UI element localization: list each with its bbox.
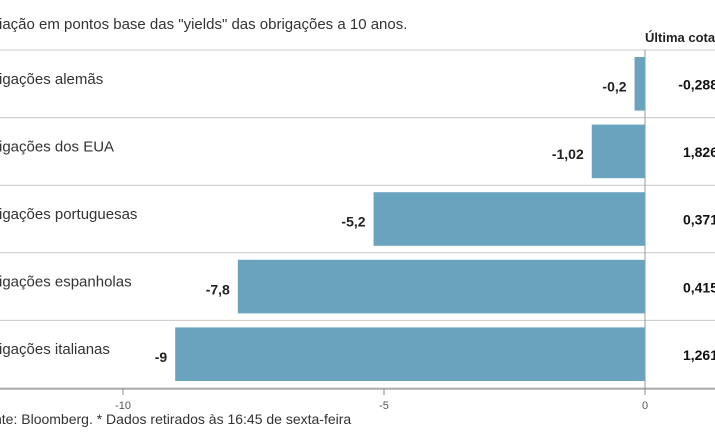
quote-value: 1,826 bbox=[683, 144, 715, 160]
x-tick-label: -5 bbox=[379, 400, 389, 412]
bar-1 bbox=[591, 124, 645, 179]
category-label: rigações portuguesas bbox=[0, 206, 137, 223]
quote-value: -0,288 bbox=[678, 77, 715, 93]
data-label: -1,02 bbox=[552, 146, 584, 162]
data-label: -7,8 bbox=[206, 281, 230, 297]
category-label: rigações alemãs bbox=[0, 71, 103, 88]
quote-value: 0,415 bbox=[683, 279, 715, 295]
quote-column-header: Última cotaç bbox=[645, 30, 715, 45]
chart-subtitle: riação em pontos base das "yields" das o… bbox=[0, 16, 408, 33]
data-label: -5,2 bbox=[341, 214, 365, 230]
data-label: -9 bbox=[155, 349, 168, 365]
bar-2 bbox=[373, 192, 645, 246]
bar-0 bbox=[634, 57, 645, 111]
quote-value: 0,371 bbox=[683, 212, 715, 228]
x-tick-label: -10 bbox=[115, 400, 131, 412]
chart-footer: nte: Bloomberg. * Dados retirados às 16:… bbox=[0, 411, 352, 427]
bar-3 bbox=[237, 259, 645, 314]
category-label: rigações italianas bbox=[0, 341, 110, 358]
category-label: rigações espanholas bbox=[0, 274, 132, 291]
category-label: rigações dos EUA bbox=[0, 138, 114, 155]
bar-4 bbox=[175, 327, 645, 381]
x-tick-label: 0 bbox=[642, 400, 648, 412]
data-label: -0,2 bbox=[602, 79, 626, 95]
quote-value: 1,261 bbox=[683, 347, 715, 363]
